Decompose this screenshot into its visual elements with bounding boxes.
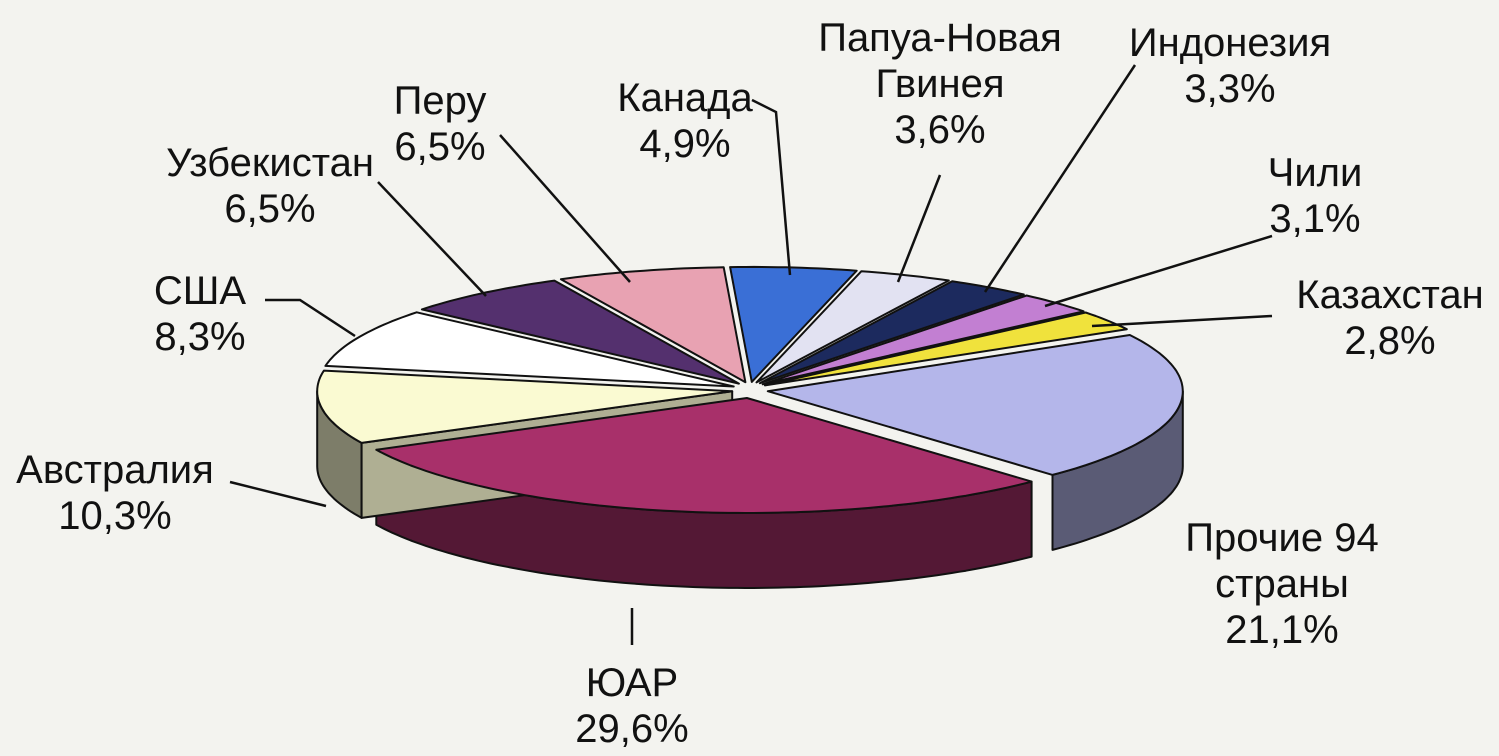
value-label: 29,6% <box>575 707 689 751</box>
slice-label: ЮАР 29,6% <box>552 660 712 752</box>
value-label: 4,9% <box>639 122 731 166</box>
slice <box>763 311 1128 387</box>
leader-line <box>499 134 631 283</box>
category-label: Узбекистан <box>166 141 374 185</box>
leader-lines <box>229 64 1273 645</box>
category-label: Индонезия <box>1128 21 1332 65</box>
slice <box>755 270 950 384</box>
category-label: США <box>153 269 247 313</box>
leader-line <box>983 64 1137 293</box>
leader-line <box>1044 234 1273 308</box>
slice-label: Индонезия 3,3% <box>1100 20 1360 112</box>
slice-label: Папуа-Новая Гвинея 3,6% <box>800 15 1080 153</box>
slice-label: Прочие 94 страны 21,1% <box>1172 515 1392 653</box>
slice-label: Казахстан 2,8% <box>1270 272 1499 364</box>
slice <box>766 334 1184 476</box>
value-label: 3,6% <box>894 108 986 152</box>
slice <box>316 369 734 444</box>
category-label: Казахстан <box>1296 273 1484 317</box>
value-label: 3,1% <box>1269 197 1361 241</box>
slice <box>559 266 747 384</box>
value-label: 8,3% <box>154 315 246 359</box>
slice-label: Перу 6,5% <box>360 78 520 170</box>
value-label: 21,1% <box>1225 608 1339 652</box>
leader-line <box>1091 314 1273 328</box>
category-label: Канада <box>617 76 753 120</box>
category-label: Австралия <box>16 448 214 492</box>
category-label: Перу <box>393 79 487 123</box>
category-label: Прочие 94 страны <box>1185 516 1379 606</box>
slice-label: Чили 3,1% <box>1235 150 1395 242</box>
leader-line <box>751 98 792 276</box>
leader-line <box>265 298 356 338</box>
slice <box>729 265 858 383</box>
value-label: 3,3% <box>1184 67 1276 111</box>
category-label: Чили <box>1267 151 1363 195</box>
value-label: 6,5% <box>394 125 486 169</box>
slice-label: США 8,3% <box>120 268 280 360</box>
value-label: 2,8% <box>1344 319 1436 363</box>
slice-label: Узбекистан 6,5% <box>140 140 400 232</box>
slice <box>375 397 1033 514</box>
leader-line <box>229 480 327 508</box>
value-label: 6,5% <box>224 187 316 231</box>
category-label: Папуа-Новая Гвинея <box>818 16 1062 106</box>
pie <box>316 265 1184 589</box>
leader-line <box>377 181 487 297</box>
slice-label: Канада 4,9% <box>585 75 785 167</box>
category-label: ЮАР <box>585 661 679 705</box>
value-label: 10,3% <box>58 494 172 538</box>
slice-label: Австралия 10,3% <box>0 447 235 539</box>
leader-line <box>896 174 942 283</box>
slice <box>324 311 735 388</box>
